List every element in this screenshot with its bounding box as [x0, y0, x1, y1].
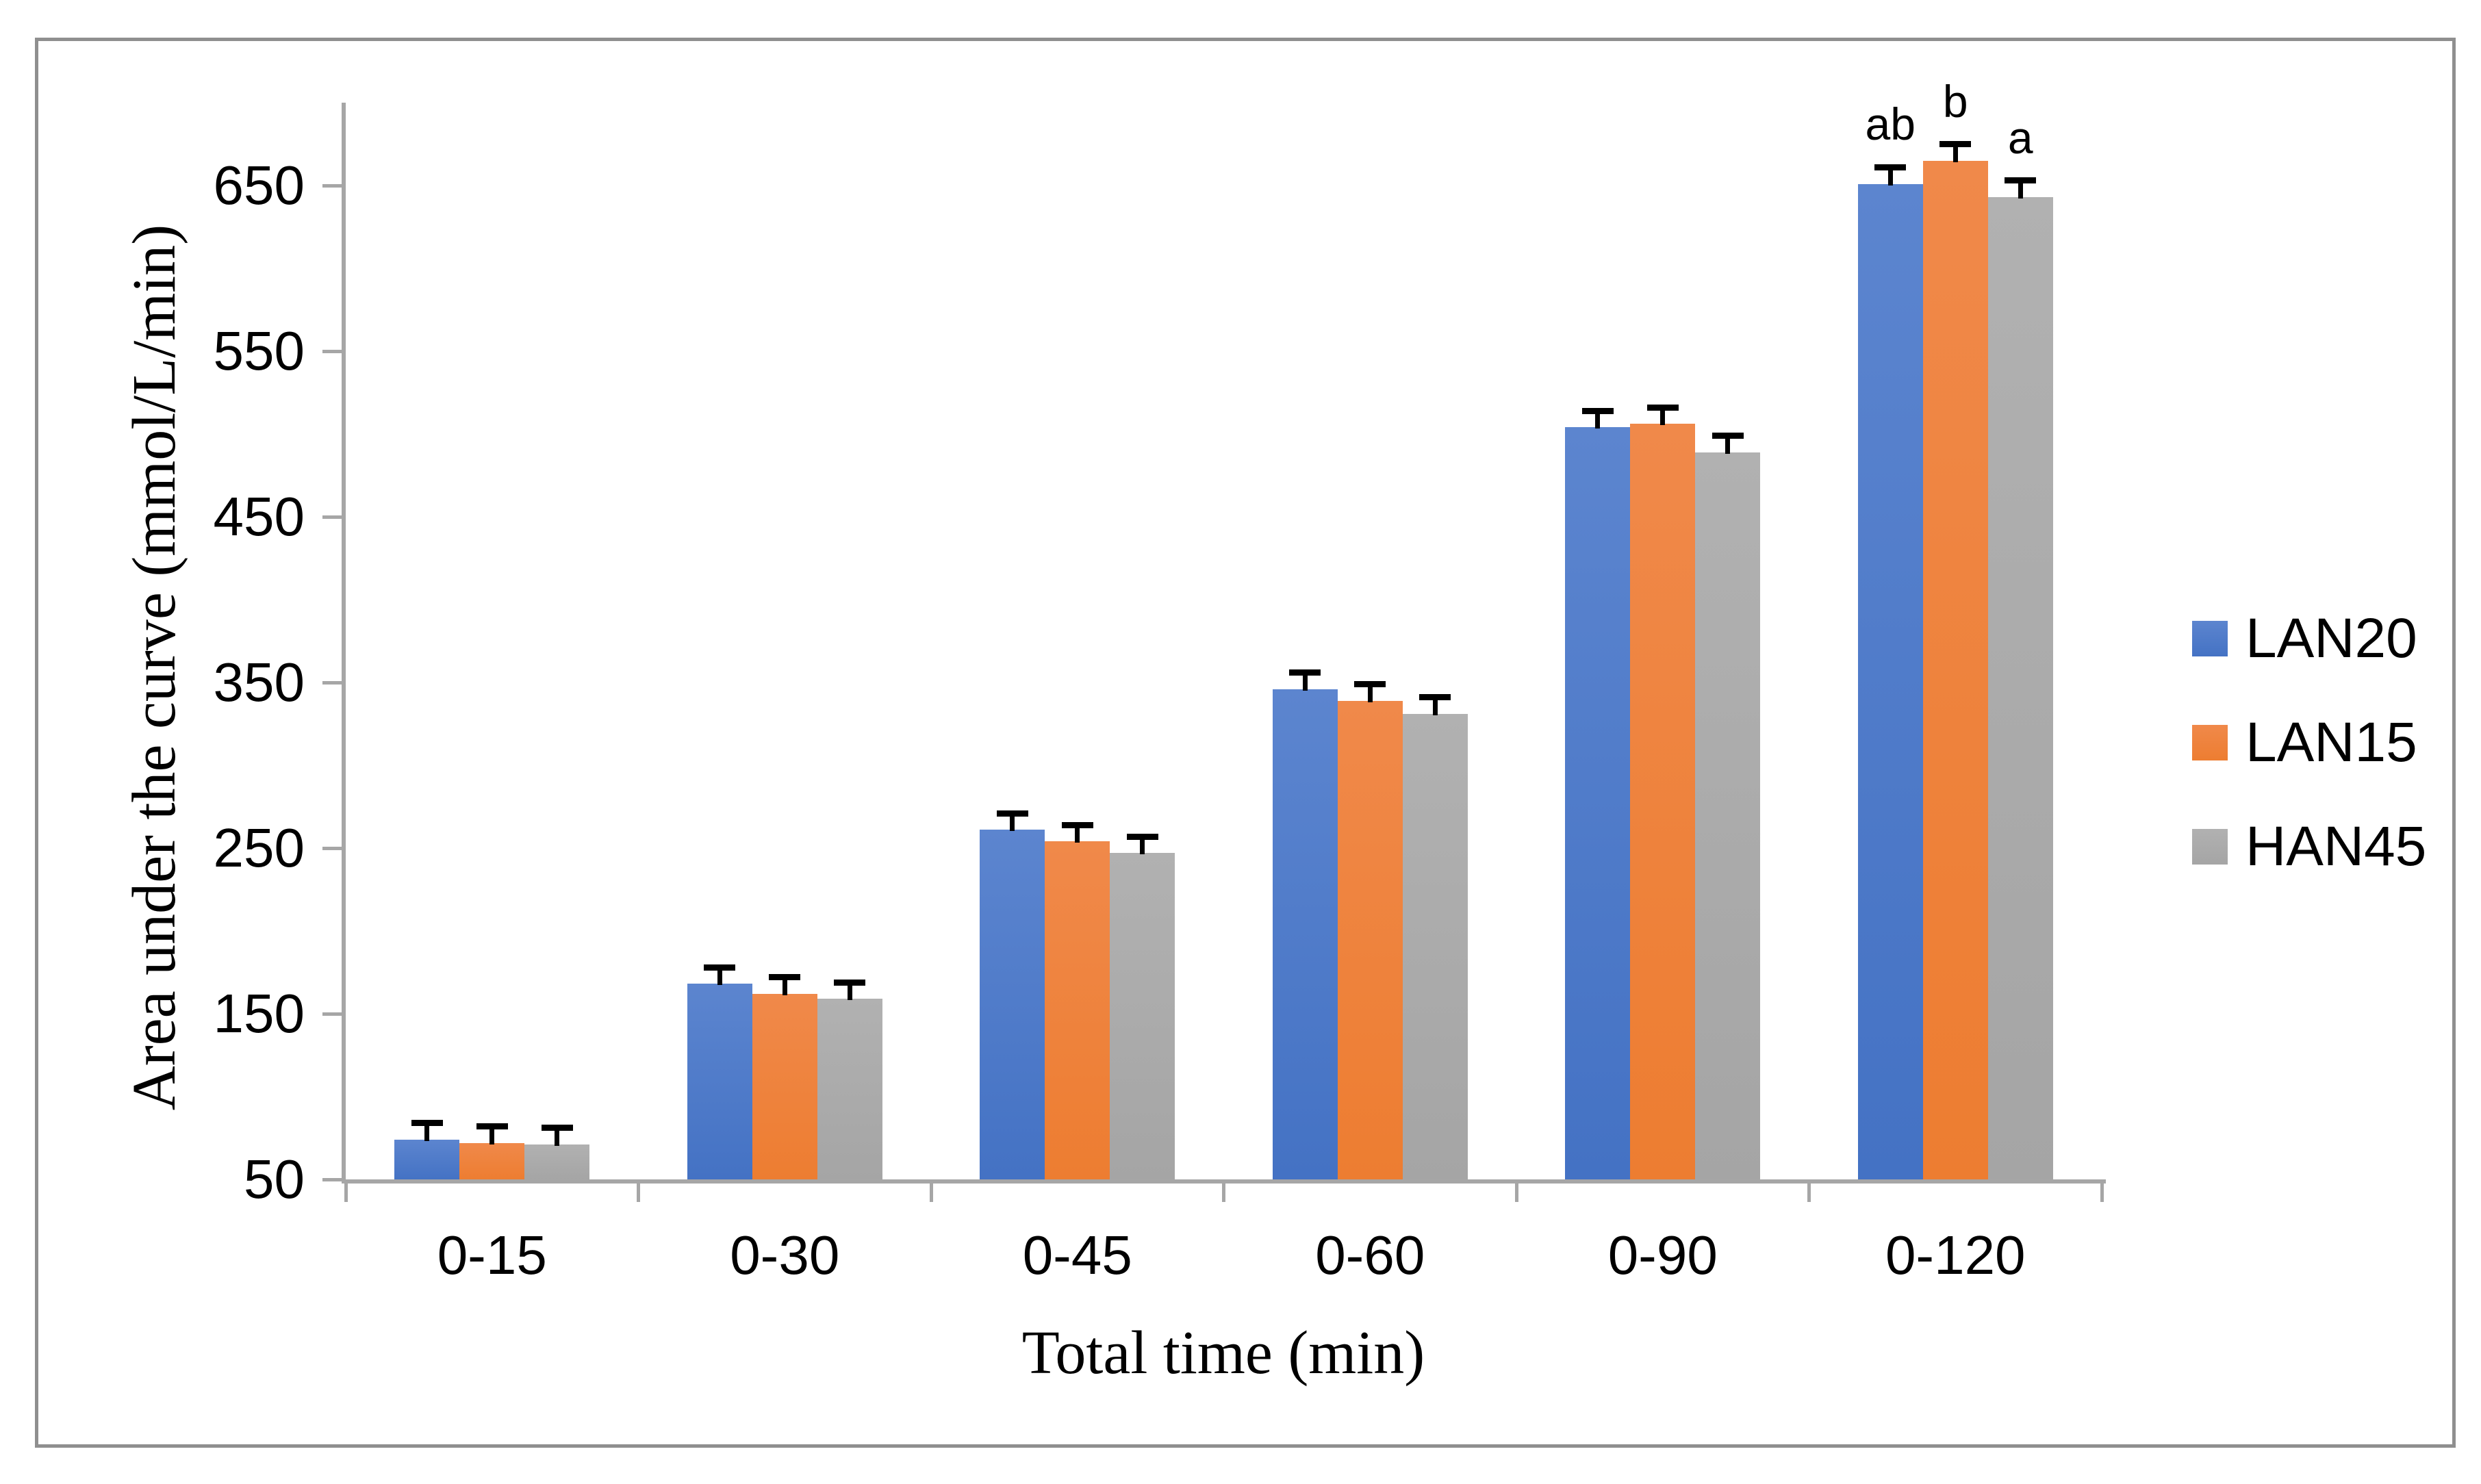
legend-swatch-HAN45 — [2192, 829, 2228, 865]
error-bar-cap-LAN15-0-30 — [769, 974, 801, 981]
error-bar-cap-HAN45-0-45 — [1126, 833, 1158, 840]
x-axis-tick — [1807, 1179, 1811, 1202]
bar-HAN45-0-120 — [1987, 196, 2053, 1179]
legend-label-HAN45: HAN45 — [2245, 815, 2427, 878]
error-bar-cap-LAN20-0-60 — [1289, 669, 1321, 676]
error-bar-stem-LAN15-0-60 — [1367, 684, 1373, 702]
error-bar-cap-HAN45-0-120 — [2005, 177, 2037, 184]
figure-border — [35, 38, 2456, 1448]
error-bar-stem-LAN20-0-30 — [717, 967, 722, 986]
bar-LAN20-0-90 — [1565, 427, 1631, 1179]
bar-LAN20-0-45 — [980, 830, 1045, 1179]
significance-letter-LAN20: ab — [1865, 99, 1916, 150]
x-axis-title: Total time (min) — [1021, 1319, 1425, 1387]
error-bar-cap-LAN20-0-120 — [1874, 164, 1907, 170]
significance-letter-LAN15: b — [1942, 75, 1968, 127]
x-axis-tick — [1222, 1179, 1225, 1202]
bar-LAN15-0-120 — [1922, 160, 1988, 1179]
legend-swatch-LAN15 — [2192, 725, 2228, 760]
legend-swatch-LAN20 — [2192, 621, 2228, 656]
error-bar-cap-LAN20-0-15 — [411, 1120, 443, 1127]
error-bar-cap-LAN20-0-45 — [996, 810, 1028, 817]
y-axis-tick — [322, 515, 342, 519]
bar-HAN45-0-60 — [1402, 713, 1468, 1179]
bar-LAN15-0-45 — [1045, 841, 1110, 1179]
error-bar-stem-HAN45-0-60 — [1432, 697, 1438, 715]
bar-LAN20-0-120 — [1857, 183, 1923, 1179]
legend-item-LAN15: LAN15 — [2192, 714, 2417, 771]
category-label-0-45: 0-45 — [1022, 1225, 1132, 1285]
bar-LAN15-0-30 — [752, 993, 817, 1179]
error-bar-stem-LAN20-0-15 — [424, 1123, 430, 1141]
legend-label-LAN20: LAN20 — [2245, 607, 2417, 669]
bar-LAN20-0-30 — [687, 984, 752, 1179]
error-bar-cap-HAN45-0-15 — [541, 1125, 573, 1131]
error-bar-stem-HAN45-0-15 — [555, 1127, 560, 1147]
error-bar-stem-LAN15-0-120 — [1952, 144, 1958, 162]
x-axis-tick — [2100, 1179, 2104, 1202]
error-bar-cap-HAN45-0-30 — [834, 979, 866, 986]
x-axis-tick — [637, 1179, 640, 1202]
error-bar-stem-LAN20-0-60 — [1302, 672, 1308, 691]
error-bar-stem-HAN45-0-90 — [1725, 435, 1731, 454]
y-axis-tick-label: 350 — [213, 652, 305, 713]
error-bar-stem-LAN20-0-120 — [1887, 167, 1893, 186]
error-bar-stem-LAN15-0-15 — [489, 1126, 495, 1144]
bar-HAN45-0-30 — [817, 999, 882, 1179]
error-bar-cap-LAN20-0-90 — [1581, 407, 1614, 414]
error-bar-stem-LAN20-0-90 — [1595, 411, 1601, 429]
bar-LAN15-0-60 — [1337, 700, 1403, 1179]
y-axis-tick — [322, 1012, 342, 1016]
y-axis-tick-label: 250 — [213, 817, 305, 878]
error-bar-stem-HAN45-0-120 — [2018, 180, 2023, 199]
x-axis-tick — [344, 1179, 348, 1202]
y-axis-tick — [322, 1178, 342, 1181]
bar-LAN15-0-15 — [459, 1142, 525, 1179]
y-axis-tick-label: 450 — [213, 486, 305, 547]
error-bar-cap-LAN15-0-60 — [1354, 680, 1386, 687]
significance-letter-HAN45: a — [2007, 112, 2033, 163]
error-bar-stem-HAN45-0-30 — [847, 982, 852, 1001]
bar-LAN15-0-90 — [1630, 424, 1696, 1179]
category-label-0-120: 0-120 — [1885, 1225, 2026, 1285]
y-axis-tick-label: 50 — [244, 1149, 305, 1210]
legend-label-LAN15: LAN15 — [2245, 711, 2417, 773]
y-axis-tick — [322, 681, 342, 685]
error-bar-cap-HAN45-0-90 — [1712, 432, 1744, 439]
bar-LAN20-0-60 — [1272, 689, 1338, 1179]
category-label-0-30: 0-30 — [730, 1225, 840, 1285]
y-axis-line — [342, 103, 346, 1184]
bar-HAN45-0-15 — [524, 1144, 590, 1179]
y-axis-tick — [322, 184, 342, 188]
error-bar-stem-LAN15-0-90 — [1660, 407, 1666, 426]
y-axis-tick-label: 550 — [213, 320, 305, 381]
legend-item-LAN20: LAN20 — [2192, 610, 2417, 667]
error-bar-stem-LAN20-0-45 — [1010, 813, 1015, 832]
error-bar-cap-HAN45-0-60 — [1419, 694, 1451, 701]
y-axis-title: Area under the curve (mmol/L/min) — [120, 224, 188, 1111]
category-label-0-90: 0-90 — [1607, 1225, 1718, 1285]
y-axis-tick-label: 650 — [213, 155, 305, 216]
error-bar-cap-LAN15-0-90 — [1646, 404, 1679, 411]
y-axis-tick — [322, 847, 342, 850]
error-bar-cap-LAN15-0-45 — [1061, 821, 1093, 828]
legend-item-HAN45: HAN45 — [2192, 818, 2426, 875]
error-bar-stem-LAN15-0-45 — [1075, 825, 1080, 843]
x-axis-tick — [929, 1179, 933, 1202]
x-axis-tick — [1514, 1179, 1518, 1202]
error-bar-cap-LAN15-0-15 — [476, 1123, 508, 1130]
bar-HAN45-0-45 — [1110, 853, 1175, 1179]
error-bar-stem-HAN45-0-45 — [1140, 836, 1145, 855]
y-axis-tick-label: 150 — [213, 983, 305, 1044]
error-bar-cap-LAN15-0-120 — [1939, 141, 1972, 147]
bar-HAN45-0-90 — [1695, 452, 1761, 1179]
error-bar-stem-LAN15-0-30 — [782, 977, 787, 995]
error-bar-cap-LAN20-0-30 — [704, 964, 736, 971]
category-label-0-60: 0-60 — [1315, 1225, 1425, 1285]
bar-LAN20-0-15 — [394, 1139, 460, 1179]
category-label-0-15: 0-15 — [437, 1225, 547, 1285]
y-axis-tick — [322, 350, 342, 353]
